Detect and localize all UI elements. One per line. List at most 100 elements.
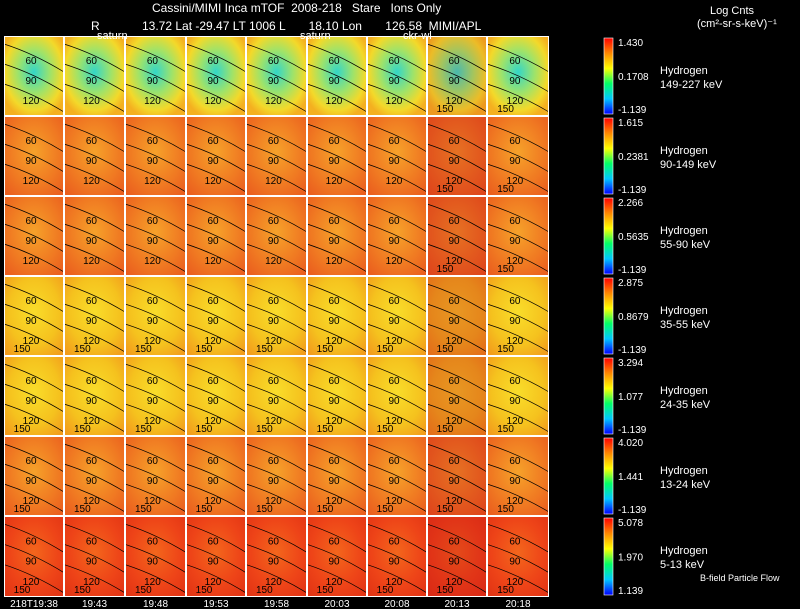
contour-label: 90 <box>328 476 340 487</box>
contour-line <box>486 123 550 153</box>
panel-border <box>246 356 307 436</box>
panel-border <box>4 516 64 597</box>
colorbar-mid: 1.441 <box>618 472 643 483</box>
contour-line <box>63 544 126 573</box>
colorbar <box>603 517 614 596</box>
contour-label: 120 <box>83 176 100 187</box>
heatmap-cell: 60 90 120 <box>63 196 126 276</box>
contour-label: 150 <box>135 504 152 515</box>
contour-label: 120 <box>386 496 403 507</box>
contour-line <box>124 443 187 473</box>
contour-line <box>366 523 428 553</box>
panel-border <box>307 276 367 356</box>
contour-line <box>63 443 126 473</box>
contour-label: 120 <box>507 256 524 267</box>
contour-label: 60 <box>25 456 37 467</box>
contour-label: 60 <box>509 216 521 227</box>
row-energy-label: 35-55 keV <box>660 319 711 331</box>
contour-line <box>486 564 550 594</box>
contour-label: 120 <box>446 496 463 507</box>
panel-border <box>186 36 246 116</box>
contour-label: 60 <box>86 136 98 147</box>
contour-label: 90 <box>147 316 159 327</box>
contour-line <box>185 544 247 573</box>
contour-label: 90 <box>509 557 521 568</box>
contour-label: 120 <box>205 96 222 107</box>
row-species-label: Hydrogen <box>660 465 708 477</box>
contour-line <box>3 363 65 393</box>
contour-line <box>426 323 488 353</box>
contour-line <box>306 63 368 93</box>
contour-line <box>124 123 187 153</box>
colorbar-max: 2.875 <box>618 278 643 289</box>
saturn-label: saturn <box>300 30 331 42</box>
contour-line <box>486 163 550 193</box>
contour-line <box>366 443 428 473</box>
contour-label: 60 <box>268 216 280 227</box>
contour-line <box>486 223 550 253</box>
contour-line <box>185 203 247 233</box>
contour-label: 60 <box>86 56 98 67</box>
heatmap-cell: 60 90 120 <box>306 196 368 276</box>
contour-label: 150 <box>497 184 514 195</box>
contour-line <box>185 363 247 393</box>
contour-label: 60 <box>328 536 340 547</box>
contour-label: 60 <box>147 136 159 147</box>
row-species-label: Hydrogen <box>660 145 708 157</box>
contour-label: 90 <box>86 476 98 487</box>
contour-label: 120 <box>507 336 524 347</box>
contour-label: 90 <box>388 76 400 87</box>
panel-border <box>4 116 64 196</box>
colorbar-mid: 1.077 <box>618 392 643 403</box>
time-tick-label: 20:03 <box>324 599 349 609</box>
contour-label: 150 <box>437 585 454 596</box>
contour-line <box>124 203 187 233</box>
contour-label: 150 <box>317 504 334 515</box>
panel-border <box>186 436 246 516</box>
contour-line <box>124 43 187 73</box>
contour-label: 90 <box>86 396 98 407</box>
contour-line <box>63 383 126 413</box>
colorbar-max: 1.615 <box>618 118 643 129</box>
contour-label: 120 <box>446 96 463 107</box>
contour-label: 90 <box>25 76 37 87</box>
contour-label: 150 <box>74 424 91 435</box>
contour-label: 90 <box>448 316 460 327</box>
row-energy-label: 149-227 keV <box>660 79 723 91</box>
contour-label: 60 <box>268 56 280 67</box>
contour-line <box>124 243 187 273</box>
contour-label: 60 <box>207 56 219 67</box>
contour-label: 60 <box>388 456 400 467</box>
contour-label: 120 <box>23 336 40 347</box>
contour-label: 120 <box>326 176 343 187</box>
contour-line <box>3 203 65 233</box>
contour-label: 90 <box>268 476 280 487</box>
contour-label: 90 <box>388 396 400 407</box>
contour-label: 60 <box>86 296 98 307</box>
panel-border <box>246 196 307 276</box>
panel-border <box>367 436 427 516</box>
contour-line <box>245 43 308 73</box>
contour-line <box>3 483 65 513</box>
contour-line <box>366 483 428 513</box>
contour-label: 120 <box>507 496 524 507</box>
time-tick-label: 19:53 <box>203 599 228 609</box>
contour-label: 120 <box>23 416 40 427</box>
contour-label: 120 <box>205 577 222 588</box>
contour-line <box>185 223 247 253</box>
contour-line <box>366 163 428 193</box>
contour-label: 120 <box>83 96 100 107</box>
contour-label: 150 <box>497 504 514 515</box>
time-tick-label: 20:13 <box>444 599 469 609</box>
contour-label: 90 <box>328 76 340 87</box>
contour-label: 150 <box>377 585 394 596</box>
contour-label: 120 <box>83 416 100 427</box>
